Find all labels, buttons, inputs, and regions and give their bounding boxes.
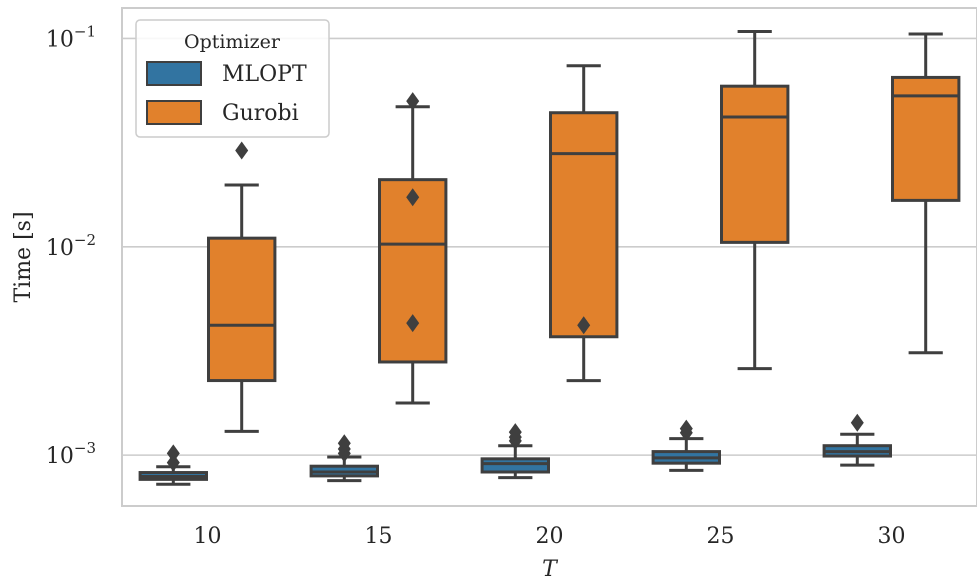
x-tick-label: 10 xyxy=(194,524,222,549)
outlier-marker xyxy=(235,141,248,159)
box-gurobi-10 xyxy=(209,141,275,431)
box-body xyxy=(380,180,446,362)
box-gurobi-30 xyxy=(893,34,959,353)
legend-swatch-mlopt xyxy=(147,62,201,85)
x-tick-label: 25 xyxy=(707,524,735,549)
box-body xyxy=(482,459,548,472)
box-gurobi-25 xyxy=(722,31,788,368)
box-gurobi-15 xyxy=(380,92,446,403)
legend-swatch-gurobi xyxy=(147,101,201,124)
x-tick-label: 15 xyxy=(365,524,393,549)
y-tick-label: 10−3 xyxy=(46,439,96,469)
y-axis-label: Time [s] xyxy=(11,211,36,302)
y-tick-label: 10−2 xyxy=(46,231,96,261)
y-tick-label: 10−1 xyxy=(46,22,96,52)
box-mlopt-10 xyxy=(140,444,206,484)
box-body xyxy=(551,113,617,337)
y-tick-labels: 10−1 10−2 10−3 xyxy=(46,22,96,469)
x-tick-label: 30 xyxy=(878,524,906,549)
box-mlopt-20 xyxy=(482,423,548,478)
box-mlopt-30 xyxy=(824,414,890,465)
box-mlopt-25 xyxy=(653,420,719,471)
x-tick-labels: 10 15 20 25 30 xyxy=(194,524,906,549)
box-body xyxy=(722,86,788,242)
legend-title: Optimizer xyxy=(184,31,281,53)
legend-label-mlopt: MLOPT xyxy=(222,62,307,87)
legend-label-gurobi: Gurobi xyxy=(222,101,299,126)
x-axis-label: T xyxy=(542,557,559,582)
box-body xyxy=(209,238,275,380)
box-gurobi-20 xyxy=(551,66,617,381)
x-tick-label: 20 xyxy=(536,524,564,549)
legend: Optimizer MLOPT Gurobi xyxy=(136,20,329,137)
outlier-marker xyxy=(851,414,864,432)
box-mlopt-15 xyxy=(311,434,377,480)
outlier-marker xyxy=(167,444,180,462)
